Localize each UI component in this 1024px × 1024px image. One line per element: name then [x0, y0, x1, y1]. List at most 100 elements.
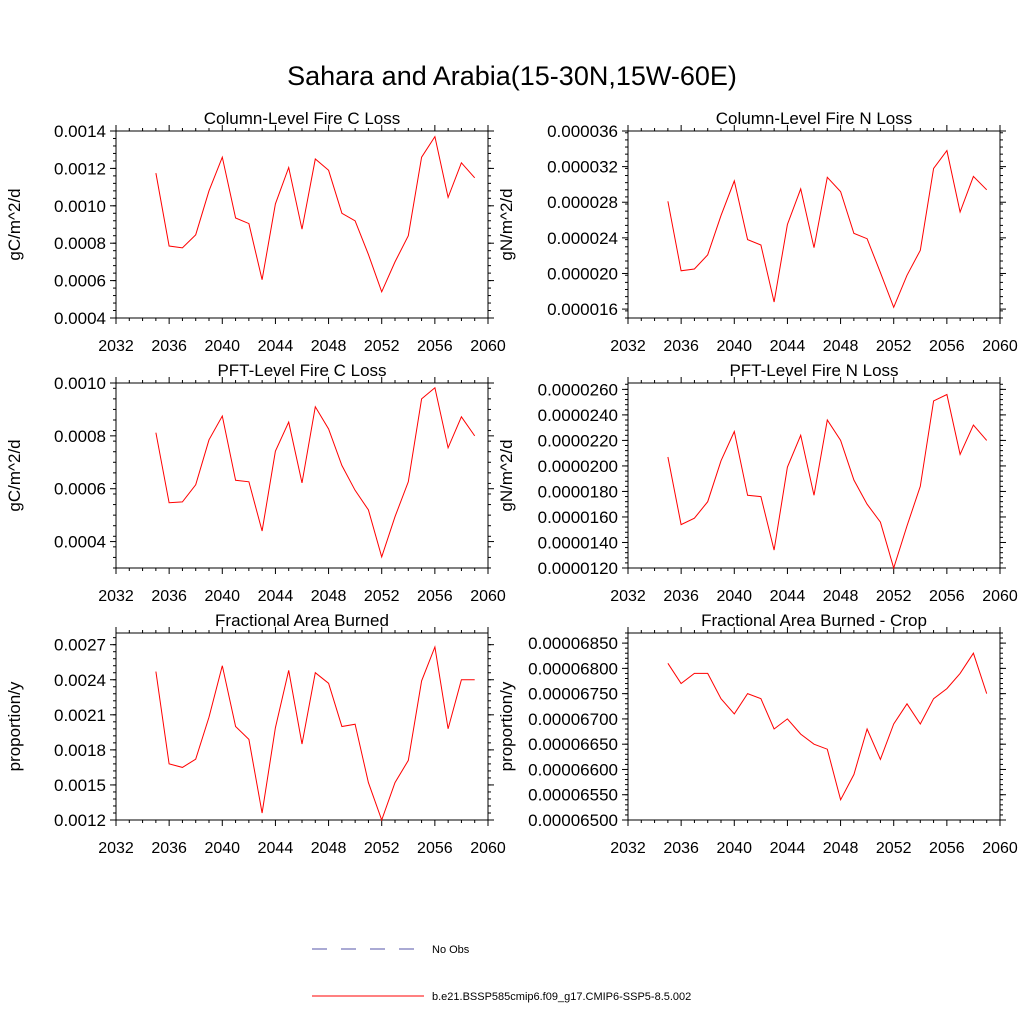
x-tick-label: 2036	[663, 840, 699, 857]
y-axis-label: proportion/y	[497, 681, 516, 771]
x-tick-label: 2052	[364, 338, 400, 355]
plot-frame	[115, 632, 489, 821]
x-tick-label: 2044	[770, 338, 806, 355]
y-tick-label: 0.0000220	[538, 431, 618, 450]
legend-label: No Obs	[432, 944, 470, 956]
plot-frame	[627, 130, 1001, 319]
series-line	[155, 386, 476, 559]
y-tick-label: 0.00006650	[528, 735, 618, 754]
chart-panel-5: Fractional Area Burned proportion/y 2032 20…	[5, 611, 506, 857]
y-tick-label: 0.0000200	[538, 457, 618, 476]
y-tick-label: 0.0000140	[538, 533, 618, 552]
panel-title: Fractional Area Burned	[215, 611, 389, 630]
panel-title: Fractional Area Burned - Crop	[701, 611, 927, 630]
x-tick-label: 2044	[770, 588, 806, 605]
y-tick-label: 0.00006500	[528, 811, 618, 830]
y-axis-label: gC/m^2/d	[5, 188, 24, 260]
series-line	[155, 135, 476, 294]
x-tick-label: 2060	[470, 338, 506, 355]
series-line	[667, 149, 988, 309]
y-tick-label: 0.0012	[54, 159, 106, 178]
x-tick-label: 2052	[876, 338, 912, 355]
x-tick-label: 2044	[770, 840, 806, 857]
x-tick-label: 2040	[204, 588, 240, 605]
y-tick-label: 0.0000260	[538, 380, 618, 399]
chart-panel-3: PFT-Level Fire C Loss gC/m^2/d 2032 2036 204…	[5, 361, 506, 605]
x-tick-label: 2060	[470, 840, 506, 857]
y-tick-label: 0.000036	[547, 122, 618, 141]
legend-label: b.e21.BSSP585cmip6.f09_g17.CMIP6-SSP5-8.…	[432, 991, 691, 1003]
y-tick-label: 0.0012	[54, 811, 106, 830]
x-tick-label: 2056	[417, 338, 453, 355]
x-tick-label: 2060	[982, 840, 1018, 857]
y-tick-label: 0.00006600	[528, 760, 618, 779]
y-tick-label: 0.0004	[54, 533, 106, 552]
x-tick-label: 2048	[311, 840, 347, 857]
panel-title: Column-Level Fire C Loss	[204, 109, 401, 128]
y-tick-label: 0.000024	[547, 229, 618, 248]
y-axis-label: gC/m^2/d	[5, 439, 24, 511]
panel-title: PFT-Level Fire N Loss	[729, 361, 898, 380]
y-tick-label: 0.0010	[54, 197, 106, 216]
x-tick-label: 2032	[98, 338, 134, 355]
x-tick-label: 2056	[929, 338, 965, 355]
y-tick-label: 0.0015	[54, 776, 106, 795]
chart-panel-4: PFT-Level Fire N Loss gN/m^2/d 2032 2036 204…	[497, 361, 1018, 605]
chart-panel-6: Fractional Area Burned - Crop proportion/…	[497, 611, 1018, 857]
x-tick-label: 2056	[929, 588, 965, 605]
x-tick-label: 2040	[204, 840, 240, 857]
x-tick-label: 2052	[876, 588, 912, 605]
y-tick-label: 0.00006750	[528, 685, 618, 704]
x-tick-label: 2032	[610, 338, 646, 355]
panel-title: Column-Level Fire N Loss	[716, 109, 913, 128]
x-tick-label: 2036	[151, 338, 187, 355]
x-tick-label: 2052	[364, 588, 400, 605]
x-tick-label: 2060	[982, 588, 1018, 605]
y-tick-label: 0.0018	[54, 741, 106, 760]
x-tick-label: 2036	[151, 588, 187, 605]
series-line	[155, 645, 475, 822]
y-tick-label: 0.0008	[54, 234, 106, 253]
y-tick-label: 0.000028	[547, 193, 618, 212]
y-tick-label: 0.00006700	[528, 710, 618, 729]
series-line	[667, 393, 988, 570]
x-tick-label: 2056	[417, 588, 453, 605]
plot-frame	[115, 130, 489, 319]
y-tick-label: 0.0010	[54, 374, 106, 393]
x-tick-label: 2048	[823, 840, 859, 857]
x-tick-label: 2056	[417, 840, 453, 857]
x-tick-label: 2040	[716, 840, 752, 857]
y-tick-label: 0.000016	[547, 300, 618, 319]
chart-panel-1: Column-Level Fire C Loss gC/m^2/d 2032 2036…	[5, 109, 506, 355]
plot-frame	[627, 632, 1001, 821]
y-tick-label: 0.0024	[54, 671, 106, 690]
x-tick-label: 2060	[470, 588, 506, 605]
y-tick-label: 0.0027	[54, 636, 106, 655]
x-tick-label: 2032	[610, 588, 646, 605]
x-tick-label: 2052	[364, 840, 400, 857]
y-tick-label: 0.0006	[54, 480, 106, 499]
chart-panels: Column-Level Fire C Loss gC/m^2/d 2032 2036…	[5, 109, 1018, 857]
y-tick-label: 0.0000120	[538, 559, 618, 578]
y-tick-label: 0.0004	[54, 309, 106, 328]
x-tick-label: 2040	[204, 338, 240, 355]
plot-frame	[115, 382, 489, 569]
y-tick-label: 0.000032	[547, 158, 618, 177]
y-axis-label: gN/m^2/d	[497, 188, 516, 260]
y-tick-label: 0.0006	[54, 272, 106, 291]
x-tick-label: 2052	[876, 840, 912, 857]
y-axis-label: gN/m^2/d	[497, 439, 516, 511]
x-tick-label: 2048	[311, 338, 347, 355]
x-tick-label: 2032	[610, 840, 646, 857]
x-tick-label: 2044	[258, 840, 294, 857]
y-tick-label: 0.00006800	[528, 659, 618, 678]
y-tick-label: 0.0008	[54, 427, 106, 446]
x-tick-label: 2036	[151, 840, 187, 857]
x-tick-label: 2040	[716, 588, 752, 605]
plot-frame	[627, 382, 1001, 569]
chart-panel-2: Column-Level Fire N Loss gN/m^2/d 2032 2036…	[497, 109, 1018, 355]
x-tick-label: 2040	[716, 338, 752, 355]
x-tick-label: 2032	[98, 840, 134, 857]
panel-title: PFT-Level Fire C Loss	[217, 361, 386, 380]
